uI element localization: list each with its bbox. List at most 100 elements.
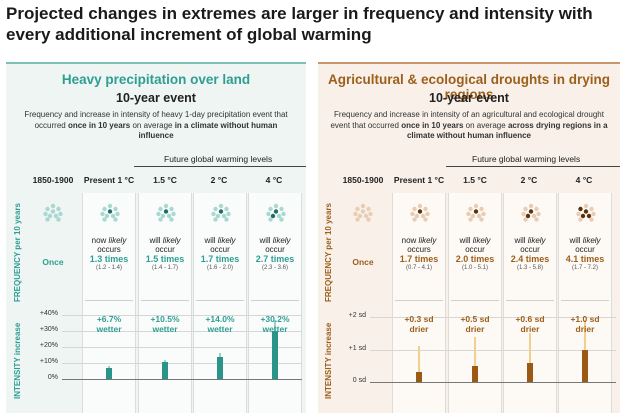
frequency-dot — [363, 213, 369, 219]
intensity-bar — [527, 362, 533, 382]
column-header: 4 °C — [265, 175, 283, 185]
frequency-dot — [412, 217, 417, 222]
frequency-dots-icon — [156, 203, 176, 222]
axis-tick: +40% — [39, 310, 58, 317]
gridline — [62, 347, 302, 348]
panel-title: Heavy precipitation over land — [61, 72, 251, 87]
heavy-precipitation-panel: Heavy precipitation over land 10-year ev… — [6, 62, 306, 413]
frequency-dot — [213, 206, 218, 212]
panel-description: Frequency and increase in intensity of a… — [330, 110, 608, 140]
axis-tick: +1 sd — [348, 345, 366, 352]
frequency-dot — [525, 213, 531, 219]
frequency-dots-icon — [211, 203, 231, 222]
column-4c: will likely occur 4.1 times (1.7 - 7.2) — [558, 193, 612, 413]
frequency-dots-icon — [353, 203, 373, 222]
frequency-dot — [169, 206, 174, 212]
frequency-dot — [523, 206, 528, 212]
page-title: Projected changes in extremes are larger… — [6, 4, 593, 44]
intensity-value: +0.6 sd drier — [515, 314, 545, 334]
frequency-dots-icon — [576, 203, 596, 222]
frequency-dot — [224, 206, 229, 212]
frequency-dot — [166, 213, 172, 219]
frequency-dot — [158, 206, 163, 212]
frequency-once: Once — [42, 257, 64, 267]
frequency-dot — [366, 217, 371, 222]
future-warming-label: Future global warming levels — [164, 154, 273, 164]
frequency-text: will likely occur 1.7 times (1.6 - 2.0) — [200, 236, 240, 271]
frequency-dot — [417, 203, 423, 209]
frequency-dot — [266, 211, 271, 217]
intensity-bar — [106, 368, 112, 379]
frequency-dot — [45, 206, 50, 212]
frequency-dot — [360, 203, 366, 209]
frequency-dot — [591, 211, 596, 217]
frequency-dot — [281, 211, 286, 217]
intensity-bar — [416, 372, 422, 382]
frequency-dots-icon — [100, 203, 120, 222]
frequency-dot — [580, 213, 586, 219]
frequency-dot — [366, 206, 371, 212]
frequency-once: Once — [352, 257, 374, 267]
frequency-dot — [412, 206, 417, 212]
frequency-dot — [470, 213, 476, 219]
frequency-dot — [273, 209, 279, 214]
frequency-dot — [218, 209, 224, 214]
frequency-dot — [102, 206, 107, 212]
frequency-dot — [56, 206, 61, 212]
frequency-dot — [100, 211, 105, 217]
frequency-dot — [521, 211, 526, 217]
frequency-dot — [58, 211, 63, 217]
gridline — [62, 331, 302, 332]
intensity-value: +14.0% wetter — [205, 314, 235, 334]
panel-subtitle: 10-year event — [116, 91, 196, 105]
axis-tick: +20% — [39, 342, 58, 349]
frequency-dot — [353, 211, 358, 217]
axis-tick: +10% — [39, 358, 58, 365]
future-warming-divider — [446, 166, 620, 167]
column-header: 2 °C — [520, 175, 538, 185]
frequency-dot — [53, 213, 59, 219]
frequency-dot — [468, 206, 473, 212]
column-1-5c: will likely occur 1.5 times (1.4 - 1.7) — [138, 193, 192, 413]
frequency-dot — [355, 206, 360, 212]
frequency-dot — [468, 217, 473, 222]
frequency-dot — [43, 211, 48, 217]
frequency-dot — [473, 203, 479, 209]
frequency-dot — [270, 213, 276, 219]
section-divider — [506, 300, 554, 301]
intensity-axis-label: INTENSITY increase — [13, 322, 22, 399]
section-divider — [395, 300, 443, 301]
frequency-dot — [279, 206, 284, 212]
panel-title: Agricultural & ecological droughts in dr… — [327, 72, 611, 102]
frequency-dot — [226, 211, 231, 217]
axis-tick: +30% — [39, 326, 58, 333]
column-header: 1.5 °C — [463, 175, 487, 185]
section-divider — [141, 300, 189, 301]
frequency-axis-label: FREQUENCY per 10 years — [324, 202, 333, 302]
section-divider — [561, 300, 609, 301]
frequency-dot — [578, 217, 583, 222]
frequency-text: now likely occurs 1.7 times (0.7 - 4.1) — [399, 236, 439, 271]
intensity-bar — [272, 330, 278, 379]
gridline — [62, 315, 302, 316]
frequency-dot — [423, 217, 428, 222]
intensity-range-whisker — [529, 333, 531, 382]
frequency-dot — [423, 206, 428, 212]
frequency-dot — [589, 217, 594, 222]
axis-tick: +2 sd — [348, 312, 366, 319]
gridline — [370, 317, 616, 318]
column-header: Present 1 °C — [83, 175, 135, 185]
intensity-bar — [217, 356, 223, 379]
intensity-bar — [162, 362, 168, 379]
frequency-dot — [102, 217, 107, 222]
frequency-dot — [215, 213, 221, 219]
frequency-dot — [368, 211, 373, 217]
column-baseline: Once — [26, 193, 80, 413]
frequency-text: will likely occur 2.7 times (2.3 - 3.6) — [255, 236, 295, 271]
frequency-text: will likely occur 4.1 times (1.7 - 7.2) — [565, 236, 605, 271]
frequency-dot — [224, 217, 229, 222]
frequency-dot — [481, 211, 486, 217]
frequency-dot — [276, 213, 282, 219]
axis-tick: 0 sd — [352, 377, 366, 384]
frequency-dot — [163, 209, 169, 214]
